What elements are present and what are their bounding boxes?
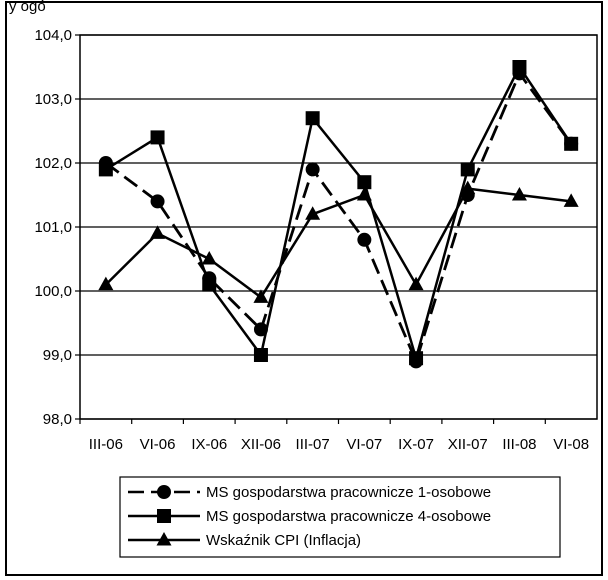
- data-point-triangle: [563, 193, 579, 207]
- y-tick-label: 100,0: [34, 283, 72, 300]
- legend-label: MS gospodarstwa pracownicze 1-osobowe: [206, 484, 491, 501]
- x-tick-label: III-08: [502, 436, 536, 453]
- data-point-square: [150, 130, 165, 145]
- data-point-square: [305, 111, 320, 126]
- data-point-circle: [409, 354, 424, 369]
- data-point-triangle: [408, 276, 424, 291]
- y-tick-label: 103,0: [34, 91, 72, 108]
- data-point-circle: [512, 66, 527, 81]
- series-line-circle: [105, 70, 573, 366]
- data-point-square: [460, 162, 475, 177]
- legend-label: Wskaźnik CPI (Inflacja): [206, 532, 361, 549]
- x-axis-tick-labels: III-06 VI-06 IX-06 XII-06 III-07 VI-07 IX-07 XI…: [79, 419, 589, 453]
- x-tick-label: XII-07: [448, 436, 488, 453]
- data-point-square: [253, 348, 268, 362]
- data-point-circle: [460, 188, 475, 202]
- data-point-triangle: [150, 225, 166, 239]
- x-tick-label: VI-08: [553, 436, 589, 453]
- data-point-triangle: [201, 251, 217, 265]
- y-tick-label: 99,0: [43, 347, 72, 364]
- series-lines: [98, 60, 579, 369]
- legend-label: MS gospodarstwa pracownicze 4-osobowe: [206, 508, 491, 525]
- x-tick-label: VI-07: [346, 436, 382, 453]
- data-point-triangle: [98, 276, 114, 291]
- data-point-circle: [305, 162, 320, 177]
- data-point-square: [357, 175, 372, 190]
- x-tick-label: IX-06: [191, 436, 227, 453]
- series-line-square: [105, 64, 573, 363]
- x-tick-label: VI-06: [140, 436, 176, 453]
- legend-marker-circle: [157, 485, 171, 499]
- x-tick-label: XII-06: [241, 436, 281, 453]
- data-point-triangle: [253, 289, 269, 303]
- data-point-circle: [98, 156, 113, 170]
- legend: MS gospodarstwa pracownicze 1-osobowe MS …: [119, 476, 561, 558]
- y-tick-label: 98,0: [43, 411, 72, 428]
- data-point-triangle: [356, 187, 372, 201]
- legend-marker-triangle: [156, 532, 172, 546]
- data-point-circle: [253, 322, 268, 337]
- y-tick-label: 102,0: [34, 155, 72, 172]
- chart-title: y ogó: [9, 0, 46, 15]
- data-point-circle: [564, 136, 579, 151]
- y-axis-tick-labels: 98,0 99,0 100,0 101,0 102,0 103,0 104,0: [34, 27, 72, 428]
- gridlines: [75, 34, 597, 420]
- data-point-circle: [150, 194, 165, 209]
- data-point-triangle: [305, 206, 321, 220]
- legend-marker-square: [157, 509, 171, 523]
- y-tick-label: 104,0: [34, 27, 72, 44]
- data-point-circle: [202, 271, 217, 286]
- x-tick-label: III-06: [89, 436, 123, 453]
- x-tick-label: III-07: [296, 436, 330, 453]
- data-point-circle: [357, 232, 372, 247]
- x-tick-label: IX-07: [398, 436, 434, 453]
- data-point-triangle: [511, 187, 527, 201]
- y-tick-label: 101,0: [34, 219, 72, 236]
